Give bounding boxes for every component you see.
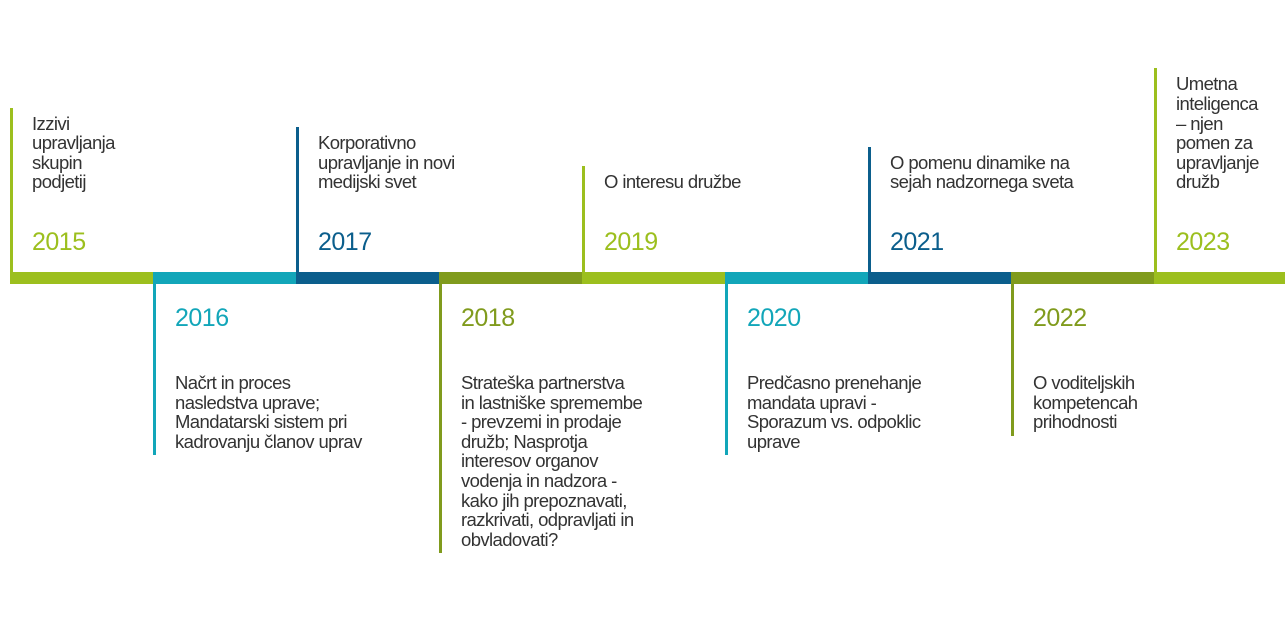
year-label: 2022 [1033,304,1087,332]
timeline-segment [10,272,153,284]
item-text: pomen za [1176,132,1253,154]
connector-line [868,146,871,272]
item-text: Umetna [1176,73,1238,95]
item-text: mandata upravi - [747,391,877,413]
item-text: interesov organov [461,450,598,472]
item-text: kompetencah [1033,391,1138,413]
timeline-segment [153,272,296,284]
connector-line [725,284,728,456]
item-text: – njen [1176,112,1223,134]
item-text: kadrovanju članov uprav [175,430,362,452]
year-label: 2018 [461,304,515,332]
item-text: podjetij [32,171,86,193]
connector-line [296,127,299,272]
item-text: upravljanje in novi [318,151,455,173]
timeline-segment [1154,272,1285,284]
timeline-segment [296,272,439,284]
item-text: obvladovati? [461,528,558,550]
item-text: prihodnosti [1033,411,1118,433]
connector-line [582,166,585,272]
item-text: Sporazum vs. odpoklic [747,411,921,433]
connector-line [1011,284,1014,436]
item-text: O voditeljskih [1033,372,1135,393]
item-text: družb; Nasprotja [461,430,588,452]
timeline-segment [582,272,725,284]
connector-line [1154,68,1157,272]
item-text: sejah nadzornega sveta [890,171,1074,193]
year-label: 2020 [747,304,801,332]
connector-line [439,284,442,554]
item-text: in lastniške spremembe [461,391,643,413]
year-label: 2016 [175,304,229,332]
item-text: razkrivati, odpravljati in [461,509,634,531]
year-label: 2019 [604,228,658,256]
timeline-segment [1011,272,1154,284]
item-text: Predčasno prenehanje [747,372,922,393]
item-text: vodenja in nadzora - [461,470,617,491]
item-text: - prevzemi in prodaje [461,411,622,433]
timeline-segment [868,272,1011,284]
connector-line [153,284,156,456]
item-text: upravljanja [32,132,115,154]
item-text: inteligenca [1176,93,1258,114]
item-text: Načrt in proces [175,372,291,393]
timeline-segment [439,272,582,284]
year-label: 2023 [1176,228,1230,256]
year-label: 2021 [890,228,944,256]
timeline-segment [725,272,868,284]
item-text: O interesu družbe [604,171,741,193]
item-text: uprave [747,430,801,452]
item-text: Izzivi [32,112,70,134]
item-text: skupin [32,151,82,173]
year-label: 2015 [32,228,86,256]
item-text: Strateška partnerstva [461,372,625,393]
item-text: medijski svet [318,171,417,193]
item-text: družb [1176,171,1220,193]
item-text: nasledstva uprave; [175,391,320,413]
item-text: O pomenu dinamike na [890,151,1070,173]
item-text: Korporativno [318,132,416,154]
item-text: upravljanje [1176,151,1259,173]
item-text: Mandatarski sistem pri [175,411,347,433]
connector-line [10,107,13,272]
item-text: kako jih prepoznavati, [461,489,627,511]
year-label: 2017 [318,228,372,256]
